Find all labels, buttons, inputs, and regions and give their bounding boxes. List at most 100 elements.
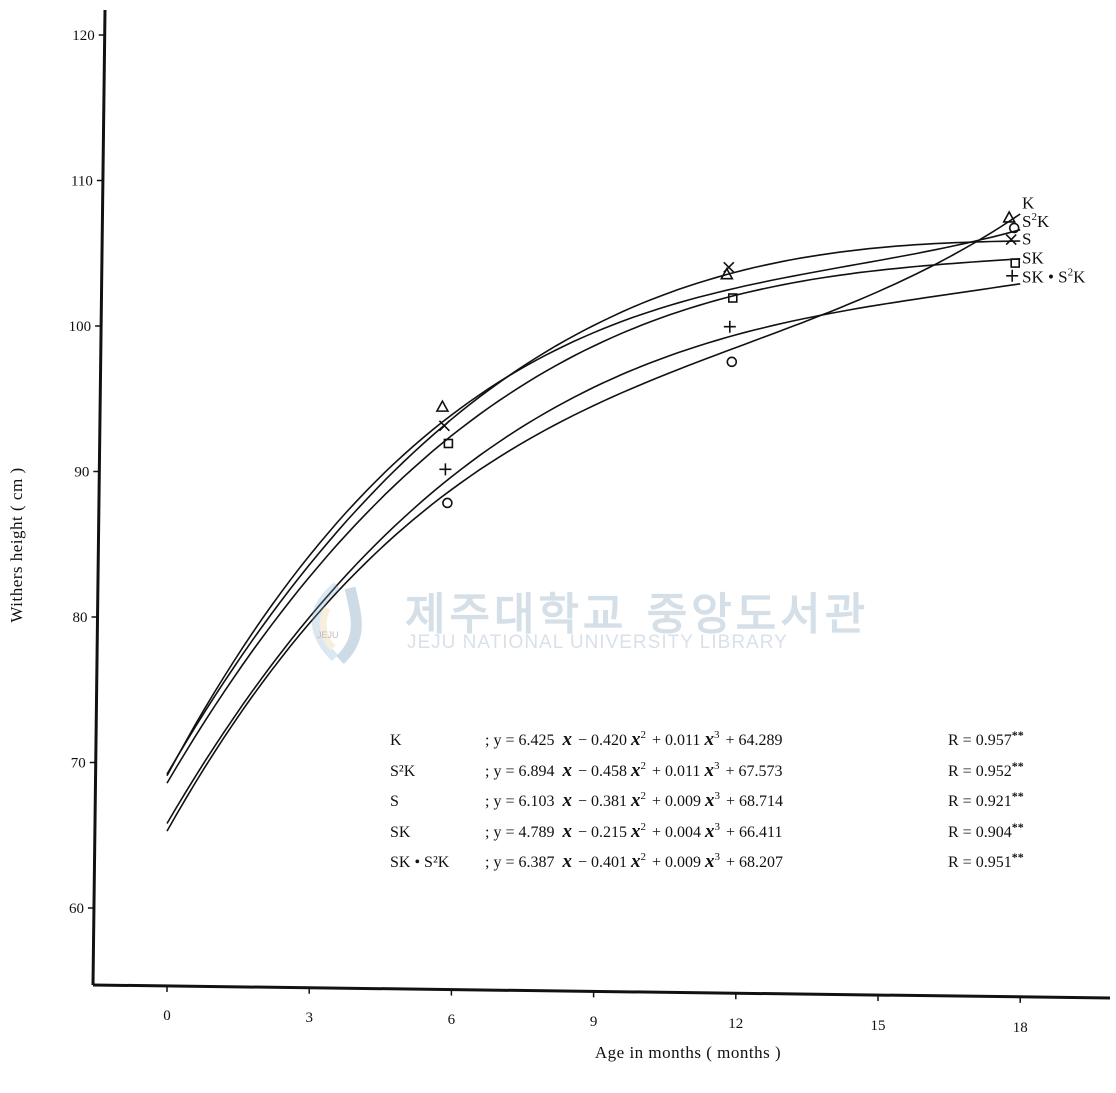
marker-4-3 bbox=[723, 320, 736, 333]
y-tick-label: 90 bbox=[74, 465, 89, 481]
significance-marker: ** bbox=[1012, 759, 1024, 773]
equation-name-1: S²K bbox=[390, 763, 416, 780]
equation-term: − 0.215 bbox=[578, 824, 627, 841]
end-label-sup: 2 bbox=[1031, 211, 1037, 223]
equation-term: x bbox=[561, 729, 572, 750]
marker-2-2 bbox=[438, 420, 450, 432]
equation-4: ; y = 6.387 x − 0.401 x2 + 0.009 x3 + 68.207 bbox=[485, 851, 783, 872]
equation-term: + 66.411 bbox=[726, 824, 782, 841]
equation-term: + 64.289 bbox=[725, 732, 782, 749]
end-label-0: K bbox=[1022, 193, 1035, 212]
axes bbox=[91, 9, 1111, 1000]
end-label-rest: K bbox=[1073, 268, 1086, 287]
end-label-rest: K bbox=[1037, 212, 1050, 231]
equation-term: x bbox=[703, 760, 714, 781]
y-tick-label: 60 bbox=[69, 901, 84, 917]
equation-term: 2 bbox=[641, 821, 647, 833]
series-curves bbox=[166, 213, 1021, 832]
equation-term: x bbox=[630, 729, 641, 750]
marker-1-3 bbox=[719, 267, 734, 280]
equation-term: − 0.420 bbox=[578, 732, 627, 749]
y-axis-label: Withers height ( cm ) bbox=[7, 467, 26, 622]
y-tick-label: 110 bbox=[71, 174, 93, 190]
equation-term: 2 bbox=[641, 760, 647, 772]
marker-2-3 bbox=[723, 261, 735, 273]
equation-term: x bbox=[630, 851, 641, 872]
series-line-2 bbox=[166, 240, 1021, 775]
equation-0: ; y = 6.425 x − 0.420 x2 + 0.011 x3 + 64.289 bbox=[485, 729, 782, 750]
x-tick-label: 15 bbox=[871, 1018, 886, 1034]
x-tick-label: 18 bbox=[1013, 1020, 1028, 1036]
equation-legend: K; y = 6.425 x − 0.420 x2 + 0.011 x3 + 64.289… bbox=[390, 728, 1024, 872]
tick-labels: 60 70 80 90 100 110 120 0 3 6 9 12 15 18 bbox=[69, 28, 1028, 1036]
series-line-3 bbox=[166, 258, 1021, 784]
equation-term: 2 bbox=[641, 851, 647, 863]
marker-4-2 bbox=[439, 463, 452, 476]
y-tick-label: 70 bbox=[71, 756, 86, 772]
series-markers bbox=[435, 210, 1021, 509]
equation-term: x bbox=[630, 790, 641, 811]
y-tick-label: 100 bbox=[69, 319, 92, 335]
y-axis-line bbox=[91, 9, 107, 986]
equation-term: − 0.401 bbox=[578, 854, 627, 871]
equation-term: x bbox=[561, 851, 572, 872]
y-tick-label: 80 bbox=[73, 610, 88, 626]
x-tick-label: 3 bbox=[305, 1010, 313, 1026]
end-label-4: SK • S2K bbox=[1022, 267, 1086, 287]
equation-term: x bbox=[561, 821, 572, 842]
equation-term: 3 bbox=[715, 851, 721, 863]
marker-1-4 bbox=[1002, 210, 1017, 223]
equation-term: x bbox=[630, 821, 641, 842]
series-line-0 bbox=[166, 213, 1021, 832]
equation-term: + 0.011 bbox=[652, 732, 700, 749]
equation-name-4: SK • S²K bbox=[390, 854, 450, 871]
significance-marker: ** bbox=[1012, 789, 1024, 803]
marker-0-3 bbox=[726, 356, 738, 368]
significance-marker: ** bbox=[1012, 820, 1024, 834]
x-tick-label: 6 bbox=[448, 1012, 456, 1028]
equation-term: + 0.011 bbox=[652, 763, 700, 780]
equation-term: x bbox=[704, 821, 715, 842]
marker-1-2 bbox=[435, 399, 450, 412]
equation-term: + 0.009 bbox=[652, 854, 701, 871]
equation-r-0: R = 0.957** bbox=[948, 728, 1024, 749]
equation-3: ; y = 4.789 x − 0.215 x2 + 0.004 x3 + 66.411 bbox=[485, 821, 782, 842]
equation-term: − 0.458 bbox=[578, 763, 627, 780]
equation-term: 3 bbox=[714, 760, 720, 772]
x-axis-label: Age in months ( months ) bbox=[595, 1043, 781, 1062]
marker-4-4 bbox=[1006, 269, 1019, 282]
marker-2-4 bbox=[1005, 234, 1017, 246]
equation-term: x bbox=[630, 760, 641, 781]
equation-term: + 0.009 bbox=[652, 793, 701, 810]
equation-term: + 68.207 bbox=[726, 854, 783, 871]
equation-term: x bbox=[561, 760, 572, 781]
x-tick-label: 12 bbox=[728, 1016, 743, 1032]
marker-3-2 bbox=[443, 438, 454, 449]
equation-term: 2 bbox=[641, 729, 647, 741]
equation-name-2: S bbox=[390, 793, 399, 810]
equation-r-1: R = 0.952** bbox=[948, 759, 1024, 780]
equation-term: x bbox=[704, 790, 715, 811]
equation-r-3: R = 0.904** bbox=[948, 820, 1024, 841]
marker-3-3 bbox=[727, 293, 738, 303]
x-axis-line bbox=[92, 983, 1111, 1000]
equation-r-4: R = 0.951** bbox=[948, 850, 1024, 871]
significance-marker: ** bbox=[1012, 728, 1024, 742]
equation-term: + 67.573 bbox=[725, 763, 782, 780]
equation-term: 3 bbox=[715, 790, 721, 802]
series-line-4 bbox=[166, 283, 1021, 824]
end-label-3: SK bbox=[1022, 249, 1044, 268]
marker-0-4 bbox=[1008, 222, 1020, 234]
equation-1: ; y = 6.894 x − 0.458 x2 + 0.011 x3 + 67.573 bbox=[485, 760, 782, 781]
equation-term: x bbox=[704, 851, 715, 872]
equation-term: + 68.714 bbox=[726, 793, 783, 810]
series-line-1 bbox=[166, 228, 1021, 777]
equation-term: x bbox=[703, 729, 714, 750]
equation-term: x bbox=[561, 790, 572, 811]
x-tick-label: 9 bbox=[590, 1014, 598, 1030]
end-label-sup: 2 bbox=[1068, 267, 1074, 279]
end-label-1: S2K bbox=[1022, 211, 1050, 231]
x-tick-label: 0 bbox=[163, 1008, 171, 1024]
